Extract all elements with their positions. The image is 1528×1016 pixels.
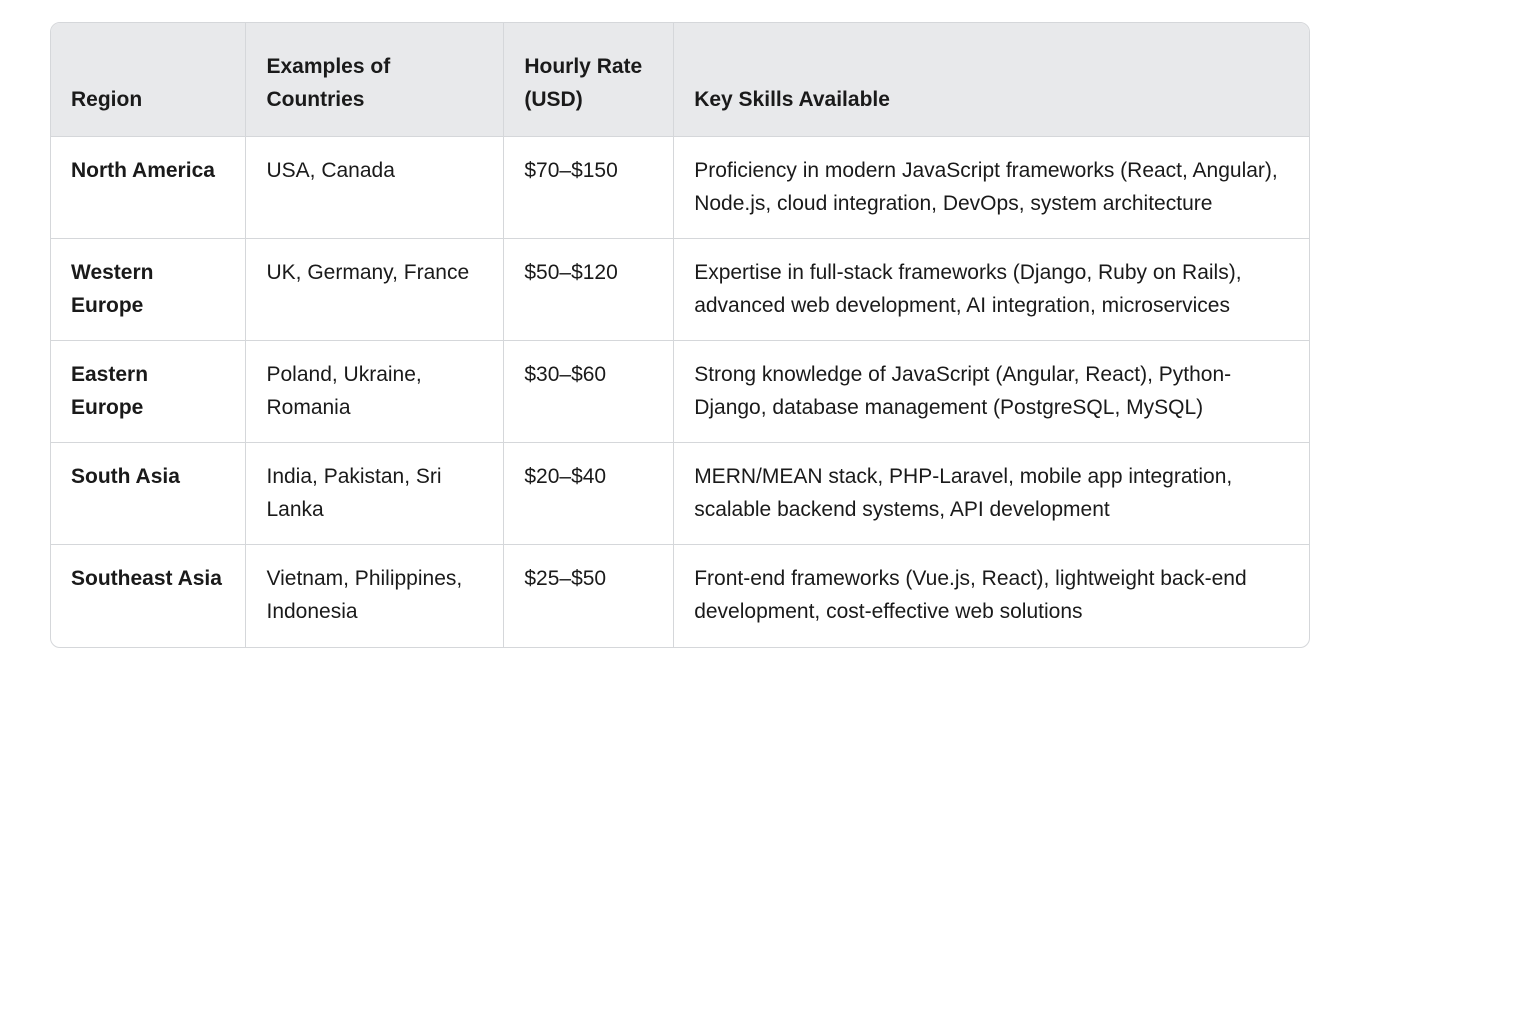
cell-rate: $30–$60 — [504, 341, 674, 443]
cell-skills: Expertise in full-stack frameworks (Djan… — [674, 239, 1309, 341]
cell-rate: $50–$120 — [504, 239, 674, 341]
table-row: Eastern Europe Poland, Ukraine, Romania … — [51, 341, 1309, 443]
cell-rate: $20–$40 — [504, 443, 674, 545]
cell-skills: Front-end frameworks (Vue.js, React), li… — [674, 545, 1309, 647]
cell-countries: India, Pakistan, Sri Lanka — [246, 443, 504, 545]
cell-countries: UK, Germany, France — [246, 239, 504, 341]
col-header-skills: Key Skills Available — [674, 23, 1309, 137]
table-row: North America USA, Canada $70–$150 Profi… — [51, 137, 1309, 239]
rates-table-container: Region Examples of Countries Hourly Rate… — [50, 22, 1310, 648]
table-row: Western Europe UK, Germany, France $50–$… — [51, 239, 1309, 341]
cell-region: Southeast Asia — [51, 545, 246, 647]
cell-countries: Vietnam, Philippines, Indonesia — [246, 545, 504, 647]
col-header-countries: Examples of Countries — [246, 23, 504, 137]
col-header-rate: Hourly Rate (USD) — [504, 23, 674, 137]
cell-region: North America — [51, 137, 246, 239]
cell-region: Western Europe — [51, 239, 246, 341]
cell-rate: $25–$50 — [504, 545, 674, 647]
table-row: South Asia India, Pakistan, Sri Lanka $2… — [51, 443, 1309, 545]
col-header-region: Region — [51, 23, 246, 137]
cell-skills: Proficiency in modern JavaScript framewo… — [674, 137, 1309, 239]
cell-skills: Strong knowledge of JavaScript (Angular,… — [674, 341, 1309, 443]
cell-rate: $70–$150 — [504, 137, 674, 239]
table-row: Southeast Asia Vietnam, Philippines, Ind… — [51, 545, 1309, 647]
cell-region: South Asia — [51, 443, 246, 545]
cell-skills: MERN/MEAN stack, PHP-Laravel, mobile app… — [674, 443, 1309, 545]
cell-region: Eastern Europe — [51, 341, 246, 443]
cell-countries: Poland, Ukraine, Romania — [246, 341, 504, 443]
cell-countries: USA, Canada — [246, 137, 504, 239]
table-header-row: Region Examples of Countries Hourly Rate… — [51, 23, 1309, 137]
rates-table: Region Examples of Countries Hourly Rate… — [51, 23, 1309, 647]
